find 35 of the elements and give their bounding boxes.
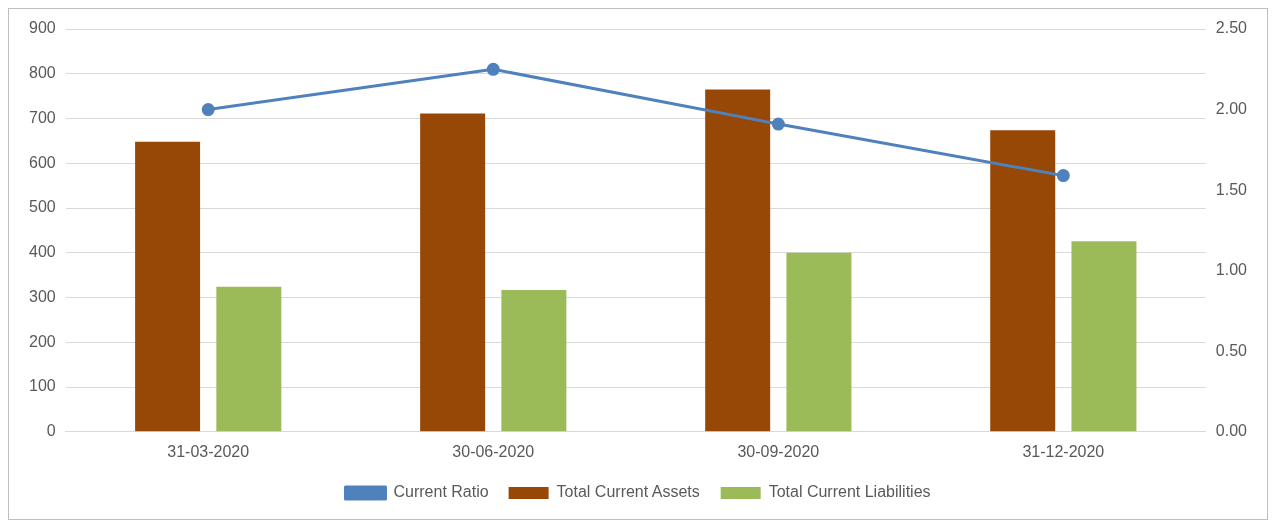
y2-tick-label: 2.00 bbox=[1215, 99, 1248, 117]
point bbox=[486, 62, 500, 76]
bar bbox=[501, 289, 567, 432]
legend-label: Current Ratio bbox=[393, 483, 489, 501]
bar bbox=[135, 141, 201, 432]
x-tick-label: 31-03-2020 bbox=[167, 442, 250, 460]
y-tick-label: 500 bbox=[28, 198, 56, 216]
bar bbox=[990, 130, 1056, 432]
y-tick-label: 900 bbox=[28, 19, 56, 37]
bar bbox=[786, 252, 852, 432]
y2-tick-label: 0.00 bbox=[1215, 422, 1248, 440]
y-tick-label: 800 bbox=[28, 64, 56, 82]
y-tick-label: 100 bbox=[28, 377, 56, 395]
point bbox=[771, 117, 785, 131]
legend-label: Total Current Assets bbox=[556, 483, 700, 501]
bar bbox=[216, 286, 282, 432]
x-tick-label: 30-09-2020 bbox=[737, 442, 820, 460]
y2-tick-label: 0.50 bbox=[1215, 341, 1248, 359]
y-tick-label: 300 bbox=[28, 287, 56, 305]
y-tick-label: 0 bbox=[46, 422, 56, 440]
y2-tick-label: 1.00 bbox=[1215, 261, 1248, 279]
legend-label: Total Current Liabilities bbox=[768, 483, 931, 501]
x-tick-label: 31-12-2020 bbox=[1022, 442, 1105, 460]
point bbox=[201, 103, 215, 117]
y-tick-label: 700 bbox=[28, 108, 56, 126]
y2-tick-label: 2.50 bbox=[1215, 19, 1248, 37]
bar bbox=[420, 113, 486, 432]
point bbox=[1056, 169, 1070, 183]
y-tick-label: 600 bbox=[28, 153, 56, 171]
x-tick-label: 30-06-2020 bbox=[452, 442, 535, 460]
bar bbox=[705, 89, 771, 432]
y2-tick-label: 1.50 bbox=[1215, 180, 1248, 198]
y-tick-label: 400 bbox=[28, 243, 56, 261]
bar bbox=[1071, 241, 1137, 432]
y-tick-label: 200 bbox=[28, 332, 56, 350]
